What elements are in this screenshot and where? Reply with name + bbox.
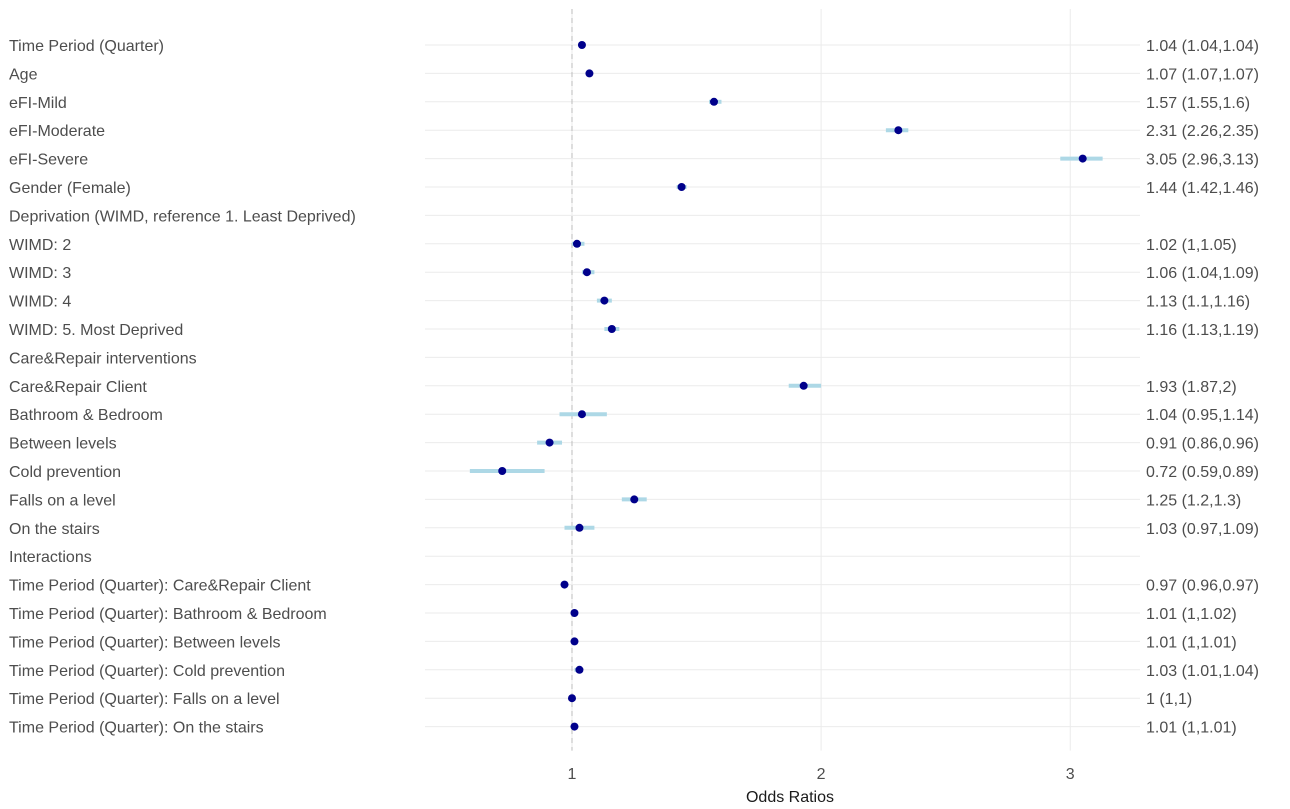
odds-ratio-point	[545, 438, 554, 447]
x-axis-title: Odds Ratios	[746, 789, 834, 806]
odds-ratio-points	[498, 41, 1087, 731]
row-label: Interactions	[9, 549, 92, 566]
odds-ratio-value: 1.16 (1.13,1.19)	[1146, 322, 1259, 339]
x-tick-label: 2	[817, 766, 826, 783]
odds-ratio-value: 1.02 (1,1.05)	[1146, 237, 1237, 254]
odds-ratio-point	[498, 467, 507, 475]
row-label: eFI-Severe	[9, 152, 88, 169]
odds-ratio-point	[570, 637, 579, 646]
x-tick-label: 1	[568, 766, 577, 783]
odds-ratio-point	[1078, 154, 1087, 163]
odds-ratio-value: 1.01 (1,1.01)	[1146, 634, 1237, 651]
odds-ratio-point	[567, 694, 576, 703]
x-tick-label: 3	[1066, 766, 1075, 783]
odds-ratio-value: 1.04 (0.95,1.14)	[1146, 407, 1259, 424]
odds-ratio-point	[607, 325, 616, 333]
odds-ratio-value: 1.04 (1.04,1.04)	[1146, 38, 1259, 55]
odds-ratio-value: 0.97 (0.96,0.97)	[1146, 578, 1259, 595]
odds-ratio-value: 1.25 (1.2,1.3)	[1146, 492, 1241, 509]
odds-ratio-point	[894, 126, 903, 135]
grid-lines	[425, 9, 1140, 751]
odds-ratio-value: 1.93 (1.87,2)	[1146, 379, 1237, 396]
odds-ratio-point	[585, 69, 594, 78]
odds-ratio-point	[575, 665, 584, 674]
odds-ratio-point	[582, 268, 591, 277]
odds-ratio-value: 1.06 (1.04,1.09)	[1146, 265, 1259, 282]
odds-ratio-text-column: 1.04 (1.04,1.04) 1.07 (1.07,1.07) 1.57 (1.…	[1146, 38, 1259, 737]
row-labels: Time Period (Quarter) Age eFI-Mild eFI-Mode…	[9, 38, 356, 737]
odds-ratio-value: 1.13 (1.1,1.16)	[1146, 294, 1250, 311]
row-label: Time Period (Quarter): Falls on a level	[9, 691, 280, 708]
odds-ratio-point	[570, 609, 579, 617]
row-label: WIMD: 4	[9, 294, 71, 311]
row-label: Time Period (Quarter): On the stairs	[9, 720, 264, 737]
odds-ratio-value: 1.57 (1.55,1.6)	[1146, 95, 1250, 112]
row-label: WIMD: 3	[9, 265, 71, 282]
odds-ratio-value: 1.44 (1.42,1.46)	[1146, 180, 1259, 197]
row-label: Care&Repair interventions	[9, 350, 197, 367]
row-label: Time Period (Quarter)	[9, 38, 164, 55]
odds-ratio-value: 1.07 (1.07,1.07)	[1146, 66, 1259, 83]
row-label: On the stairs	[9, 521, 100, 538]
row-label: Falls on a level	[9, 492, 116, 509]
row-label: Care&Repair Client	[9, 379, 147, 396]
odds-ratio-point	[600, 296, 609, 305]
x-axis: 1 2 3	[568, 766, 1075, 783]
odds-ratio-value: 1 (1,1)	[1146, 691, 1192, 708]
odds-ratio-value: 2.31 (2.26,2.35)	[1146, 123, 1259, 140]
row-label: eFI-Moderate	[9, 123, 105, 140]
odds-ratio-point	[560, 580, 569, 589]
row-label: Time Period (Quarter): Bathroom & Bedroo…	[9, 606, 327, 623]
row-label: Time Period (Quarter): Cold prevention	[9, 663, 285, 680]
odds-ratio-point	[575, 523, 584, 532]
odds-ratio-point	[577, 41, 586, 49]
odds-ratio-point	[570, 722, 579, 731]
odds-ratio-point	[799, 381, 808, 390]
row-label: Time Period (Quarter): Care&Repair Clien…	[9, 578, 311, 595]
odds-ratio-point	[677, 183, 686, 191]
row-label: eFI-Mild	[9, 95, 67, 112]
odds-ratio-value: 1.01 (1,1.02)	[1146, 606, 1237, 623]
odds-ratio-value: 3.05 (2.96,3.13)	[1146, 152, 1259, 169]
row-label: WIMD: 5. Most Deprived	[9, 322, 183, 339]
odds-ratio-point	[630, 495, 639, 504]
odds-ratio-point	[577, 410, 586, 419]
row-label: WIMD: 2	[9, 237, 71, 254]
row-label: Deprivation (WIMD, reference 1. Least De…	[9, 208, 356, 225]
odds-ratio-value: 1.03 (1.01,1.04)	[1146, 663, 1259, 680]
odds-ratio-value: 1.01 (1,1.01)	[1146, 720, 1237, 737]
odds-ratio-point	[709, 97, 718, 106]
row-label: Age	[9, 66, 38, 83]
odds-ratio-point	[572, 239, 581, 248]
odds-ratio-value: 0.72 (0.59,0.89)	[1146, 464, 1259, 481]
odds-ratio-value: 0.91 (0.86,0.96)	[1146, 436, 1259, 453]
row-label: Gender (Female)	[9, 180, 131, 197]
row-label: Bathroom & Bedroom	[9, 407, 163, 424]
row-label: Cold prevention	[9, 464, 121, 481]
row-label: Time Period (Quarter): Between levels	[9, 634, 281, 651]
row-label: Between levels	[9, 436, 117, 453]
odds-ratio-value: 1.03 (0.97,1.09)	[1146, 521, 1259, 538]
